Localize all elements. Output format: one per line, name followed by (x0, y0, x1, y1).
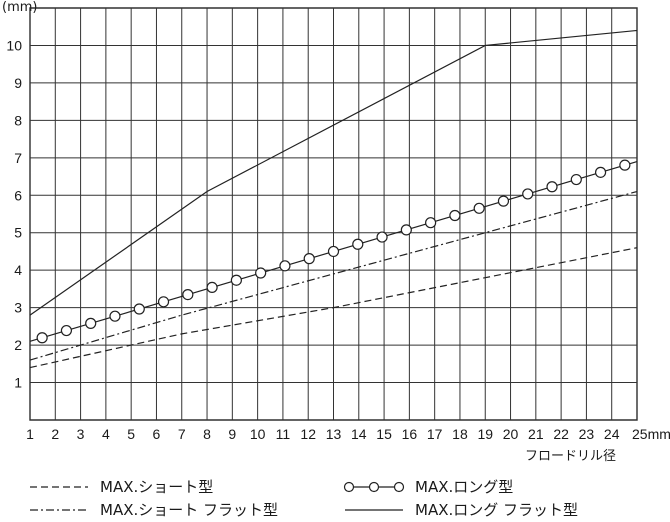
series-marker (619, 159, 631, 171)
x-tick-label: 4 (102, 426, 110, 442)
x-tick-label: 9 (228, 426, 236, 442)
series-marker (109, 310, 121, 322)
series-marker (206, 281, 218, 294)
series-marker (400, 224, 412, 236)
series-marker (303, 253, 315, 265)
series-line (29, 247, 638, 369)
x-tick-label: 16 (402, 426, 418, 442)
x-tick-label: 13 (326, 426, 342, 442)
chart-ticks: 1 2 3 4 5 6 7 8 9 10 11 12 13 14 15 16 17 18 19 20 21 22 23 24 2… (6, 37, 670, 442)
x-tick-label: 3 (77, 426, 85, 442)
series-marker (133, 303, 145, 315)
legend-item: MAX.ロング型 (343, 478, 513, 496)
series-marker (570, 173, 582, 186)
y-tick-label: 10 (6, 37, 22, 53)
legend-label: MAX.ロング型 (415, 478, 513, 496)
series-marker (497, 195, 510, 207)
series-marker (376, 231, 388, 243)
chart-series (29, 29, 638, 369)
series-marker (182, 289, 194, 301)
x-tick-label: 15 (376, 426, 392, 442)
y-tick-label: 9 (14, 75, 22, 91)
series-marker (449, 209, 461, 222)
legend-marker (393, 481, 405, 493)
series-marker (425, 217, 437, 229)
x-tick-label: 8 (203, 426, 211, 442)
x-tick-label: 23 (579, 426, 595, 442)
series-marker (60, 324, 73, 337)
x-tick-label: 19 (477, 426, 493, 442)
y-tick-label: 5 (14, 225, 22, 241)
legend-item: MAX.ロング フラット型 (345, 501, 578, 519)
series-marker (546, 181, 558, 193)
x-tick-label: 7 (178, 426, 186, 442)
x-tick-label: 17 (427, 426, 443, 442)
series-marker (473, 202, 485, 214)
series-marker (36, 332, 48, 344)
y-tick-label: 8 (14, 112, 22, 128)
legend-label: MAX.ロング フラット型 (415, 501, 578, 519)
x-tick-label: 14 (351, 426, 367, 442)
x-tick-label: 10 (250, 426, 266, 442)
x-tick-label: 5 (127, 426, 135, 442)
series-marker (594, 166, 607, 178)
chart-grid (29, 7, 638, 421)
y-tick-label: 6 (14, 187, 22, 203)
x-axis-label: フロードリル径 (525, 449, 616, 464)
series-marker (255, 267, 267, 279)
series-marker (327, 245, 340, 258)
series-line (29, 190, 638, 361)
y-tick-label: 2 (14, 337, 22, 353)
x-tick-label: 6 (153, 426, 161, 442)
x-tick-label: 2 (51, 426, 59, 442)
legend-label: MAX.ショート型 (100, 478, 213, 496)
series-marker (157, 296, 170, 308)
y-tick-label: 7 (14, 150, 22, 166)
y-tick-label: 1 (14, 375, 22, 391)
series-marker (352, 238, 364, 250)
x-tick-label: 24 (604, 426, 620, 442)
x-tick-label: 20 (503, 426, 519, 442)
x-tick-label: 22 (553, 426, 569, 442)
chart-legend: MAX.ショート型 MAX.ロング型 MAX.ショート フラット型 MAX.ロング フ… (30, 478, 578, 519)
series-marker (279, 260, 291, 272)
x-tick-label: 21 (528, 426, 544, 442)
x-tick-label: 18 (452, 426, 468, 442)
legend-marker (343, 481, 355, 493)
y-tick-label: 4 (14, 262, 22, 278)
series-marker (230, 274, 242, 286)
x-tick-label: 12 (300, 426, 316, 442)
legend-item: MAX.ショート フラット型 (30, 501, 278, 519)
x-tick-label: 1 (26, 426, 34, 442)
legend-item: MAX.ショート型 (30, 478, 213, 496)
series-marker (85, 317, 97, 329)
y-axis-label: (mm) (2, 0, 37, 15)
legend-label: MAX.ショート フラット型 (100, 501, 278, 519)
series-marker (522, 188, 534, 200)
series-line (29, 29, 638, 316)
y-tick-label: 3 (14, 300, 22, 316)
x-tick-label: 25mm (632, 426, 670, 442)
legend-marker (368, 481, 380, 493)
x-tick-label: 11 (276, 426, 291, 442)
